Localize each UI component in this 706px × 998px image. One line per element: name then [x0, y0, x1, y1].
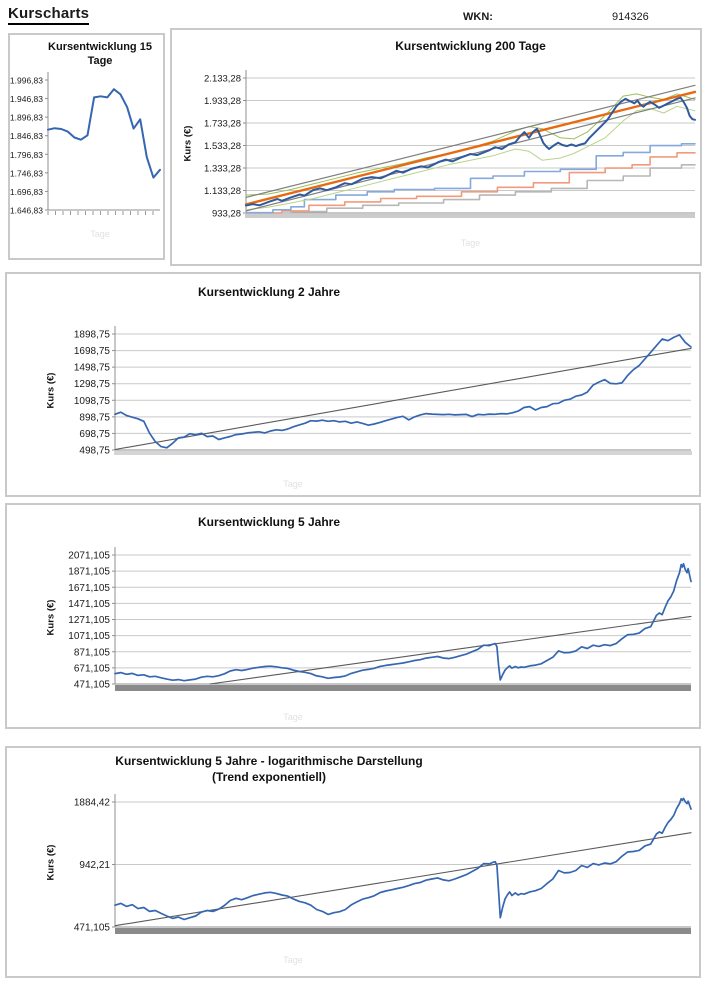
- svg-text:1.646,83: 1.646,83: [10, 206, 43, 216]
- svg-text:1.333,28: 1.333,28: [204, 164, 241, 175]
- x-axis-watermark: Tage: [283, 479, 303, 489]
- chart-5-jahre: Kursentwicklung 5 Jahre Kurs (€) 2071,10…: [5, 503, 701, 729]
- chart-title-5-jahre: Kursentwicklung 5 Jahre: [197, 515, 341, 529]
- svg-text:1.746,83: 1.746,83: [10, 168, 43, 178]
- plot-svg-2-jahre: 1898,75 1698,75 1498,75 1298,75 1098,75 898,7…: [74, 326, 692, 457]
- svg-text:898,75: 898,75: [79, 412, 110, 423]
- svg-text:2.133,28: 2.133,28: [204, 74, 241, 85]
- chart-subtitle-trend-exponentiell: (Trend exponentiell): [211, 770, 326, 784]
- plot-svg-5-jahre-log: 1884,42 942,21 471,105: [74, 794, 692, 934]
- page-title: Kurscharts: [8, 5, 90, 25]
- plot-svg-15-tage: 1.996,83 1.946,83 1.896,83 1.846,83 1.796,83…: [10, 72, 161, 216]
- chart-200-tage: Kursentwicklung 200 Tage Kurs (€) 2.133,…: [170, 28, 702, 266]
- svg-text:1898,75: 1898,75: [74, 330, 111, 341]
- plot-svg-5-jahre: 2071,105 1871,105 1671,105 1471,105 1271,105…: [68, 547, 692, 691]
- svg-text:1298,75: 1298,75: [74, 379, 111, 390]
- y-axis-title: Kurs (€): [182, 125, 194, 162]
- svg-text:1.896,83: 1.896,83: [10, 113, 43, 123]
- svg-text:671,105: 671,105: [74, 663, 111, 674]
- svg-text:1.946,83: 1.946,83: [10, 94, 43, 104]
- svg-text:1884,42: 1884,42: [74, 798, 111, 809]
- chart-15-tage: Kursentwicklung 15 Tage 1.996,83 1.946,83…: [8, 33, 165, 260]
- svg-text:2071,105: 2071,105: [68, 551, 110, 562]
- wkn-label: WKN:: [463, 11, 493, 23]
- plot-svg-200-tage: 2.133,28 1.933,28 1.733,28 1.533,28 1.333,28…: [204, 70, 697, 220]
- svg-text:1.533,28: 1.533,28: [204, 141, 241, 152]
- svg-text:1698,75: 1698,75: [74, 346, 111, 357]
- chart-title-15-tage: Kursentwicklung 15 Tage: [48, 41, 152, 68]
- svg-text:498,75: 498,75: [79, 446, 110, 457]
- svg-text:471,105: 471,105: [74, 680, 111, 691]
- chart-2-jahre: Kursentwicklung 2 Jahre Kurs (€) 1898,75…: [5, 272, 701, 497]
- svg-text:471,105: 471,105: [74, 923, 111, 934]
- chart-title-5-jahre-log: Kursentwicklung 5 Jahre - logarithmische…: [115, 754, 423, 768]
- svg-text:698,75: 698,75: [79, 429, 110, 440]
- svg-text:1471,105: 1471,105: [68, 599, 110, 610]
- svg-text:1271,105: 1271,105: [68, 615, 110, 626]
- x-axis-watermark: Tage: [283, 712, 303, 722]
- svg-text:1871,105: 1871,105: [68, 567, 110, 578]
- svg-text:1.133,28: 1.133,28: [204, 186, 241, 197]
- x-axis-watermark: Tage: [90, 229, 110, 239]
- svg-text:933,28: 933,28: [212, 209, 241, 220]
- y-axis-title: Kurs (€): [45, 599, 57, 636]
- svg-text:1498,75: 1498,75: [74, 363, 111, 374]
- svg-text:1.733,28: 1.733,28: [204, 119, 241, 130]
- chart-5-jahre-log: Kursentwicklung 5 Jahre - logarithmische…: [5, 746, 701, 978]
- svg-text:1.846,83: 1.846,83: [10, 131, 43, 141]
- svg-text:871,105: 871,105: [74, 647, 111, 658]
- svg-text:1.696,83: 1.696,83: [10, 187, 43, 197]
- x-axis-watermark: Tage: [283, 955, 303, 965]
- svg-text:1.933,28: 1.933,28: [204, 96, 241, 107]
- chart-title-2-jahre: Kursentwicklung 2 Jahre: [197, 285, 341, 299]
- svg-text:1098,75: 1098,75: [74, 396, 111, 407]
- svg-text:1671,105: 1671,105: [68, 583, 110, 594]
- svg-text:1.796,83: 1.796,83: [10, 150, 43, 160]
- y-axis-title: Kurs (€): [45, 372, 57, 409]
- wkn-value: 914326: [612, 11, 649, 23]
- svg-text:1071,105: 1071,105: [68, 631, 110, 642]
- svg-text:1.996,83: 1.996,83: [10, 76, 43, 86]
- x-axis-watermark: Tage: [460, 238, 481, 248]
- y-axis-title: Kurs (€): [45, 844, 57, 881]
- chart-title-200-tage: Kursentwicklung 200 Tage: [395, 39, 546, 53]
- svg-text:942,21: 942,21: [79, 860, 110, 871]
